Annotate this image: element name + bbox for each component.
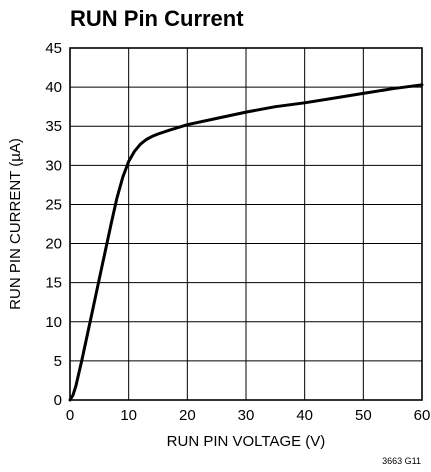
x-tick-label: 0 [66,407,74,424]
x-tick-label: 40 [296,407,313,424]
y-tick-label: 10 [45,314,62,331]
y-tick-label: 40 [45,79,62,96]
x-tick-label: 20 [179,407,196,424]
y-tick-label: 25 [45,196,62,213]
x-tick-label: 60 [414,407,431,424]
grid [70,48,422,400]
current-curve [68,83,424,402]
y-tick-label: 30 [45,157,62,174]
x-tick-label: 50 [355,407,372,424]
x-tick-label: 30 [238,407,255,424]
y-tick-label: 45 [45,40,62,57]
y-tick-label: 35 [45,118,62,135]
plot-frame [69,47,423,401]
x-tick-label: 10 [120,407,137,424]
figure-code: 3663 G11 [382,456,421,466]
x-axis-label: RUN PIN VOLTAGE (V) [167,433,326,450]
y-tick-label: 20 [45,236,62,253]
y-tick-label: 15 [45,275,62,292]
y-axis-label: RUN PIN CURRENT (µA) [7,138,24,310]
x-tick-labels: 0 10 20 30 40 50 60 [66,407,431,424]
y-tick-label: 5 [54,353,62,370]
y-tick-labels: 0 5 10 15 20 25 30 35 40 45 [45,40,62,409]
y-tick-label: 0 [54,392,62,409]
chart-title: RUN Pin Current [70,6,244,31]
